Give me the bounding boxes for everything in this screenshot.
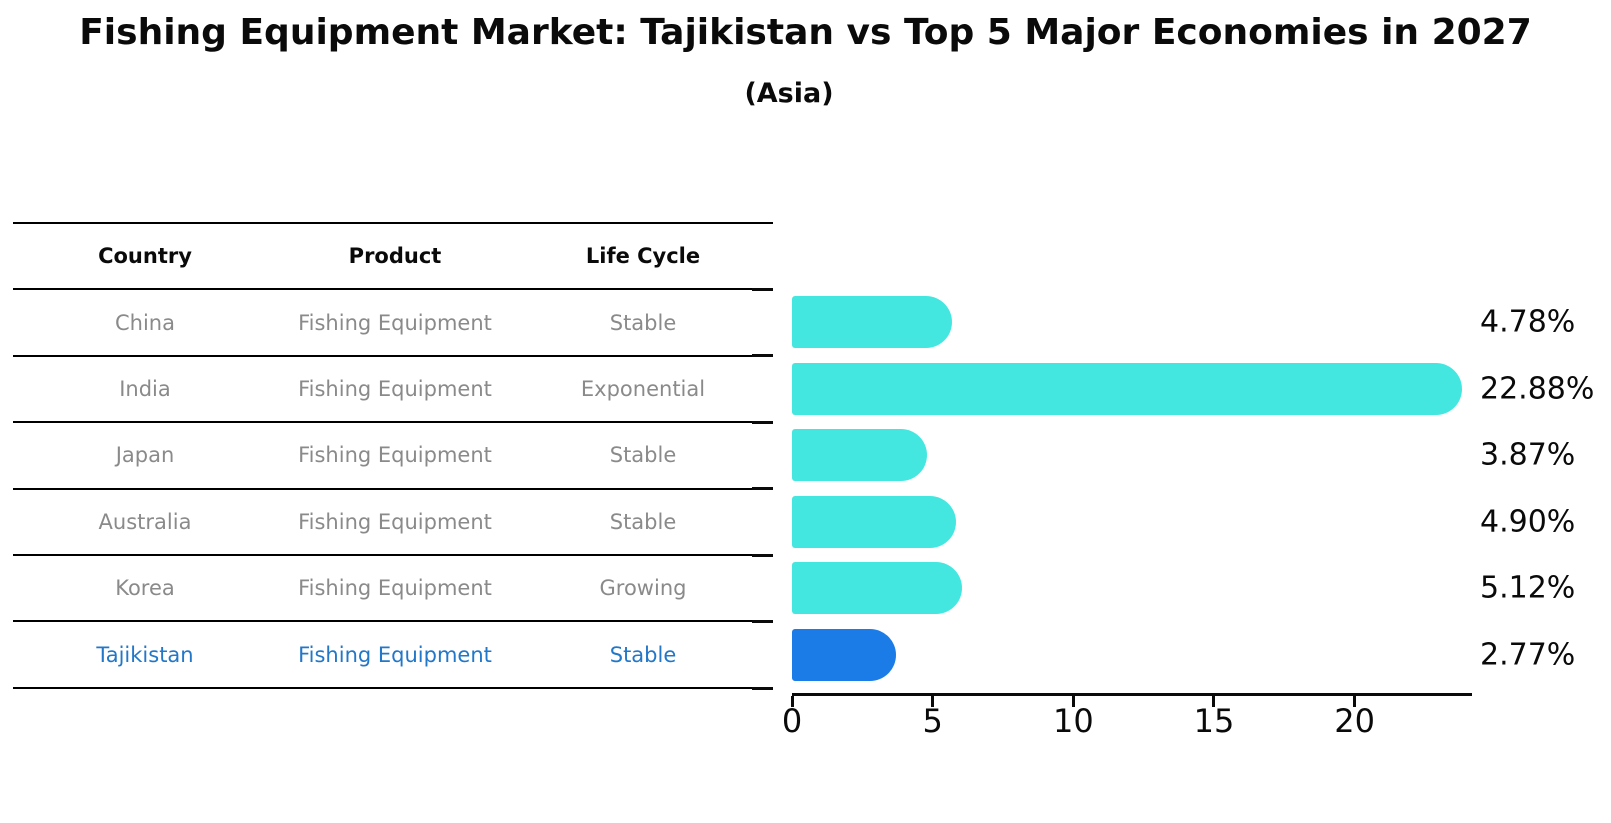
bar-india <box>792 362 1462 415</box>
bar-china <box>792 296 953 349</box>
bar-tajikistan <box>792 628 896 681</box>
value-label-tajikistan: 2.77% <box>1480 637 1576 673</box>
cell-country: India <box>119 376 171 401</box>
cell-product: Fishing Equipment <box>298 310 492 335</box>
horizontal-bar-chart <box>792 289 1470 688</box>
x-tick-label: 5 <box>922 702 943 740</box>
table-header-row: Country Product Life Cycle <box>13 222 773 288</box>
value-label-australia: 4.90% <box>1480 504 1576 540</box>
cell-life-cycle: Exponential <box>580 376 706 401</box>
header-product: Product <box>348 244 442 269</box>
cell-country: Japan <box>115 443 175 468</box>
x-tick-mark <box>1071 696 1075 707</box>
y-boundary-tick <box>752 487 773 490</box>
header-life-cycle: Life Cycle <box>585 244 701 269</box>
header-country: Country <box>98 244 192 269</box>
cell-life-cycle: Stable <box>609 642 677 667</box>
cell-life-cycle: Stable <box>609 509 677 534</box>
chart-subtitle: (Asia) <box>744 78 834 109</box>
value-label-japan: 3.87% <box>1480 437 1576 473</box>
cell-product: Fishing Equipment <box>298 443 492 468</box>
x-tick-mark <box>1212 696 1216 707</box>
cell-product: Fishing Equipment <box>298 576 492 601</box>
cell-life-cycle: Stable <box>609 310 677 335</box>
bar-japan <box>792 429 927 482</box>
y-boundary-tick <box>752 287 773 291</box>
chart-title: Fishing Equipment Market: Tajikistan vs … <box>79 12 1532 53</box>
x-tick-mark <box>790 696 794 707</box>
bar-korea <box>792 562 963 615</box>
y-boundary-tick <box>752 620 773 623</box>
cell-country: Tajikistan <box>96 642 194 667</box>
cell-life-cycle: Stable <box>609 443 677 468</box>
y-boundary-tick <box>752 354 773 357</box>
value-label-china: 4.78% <box>1480 304 1576 340</box>
x-tick-mark <box>1353 696 1357 707</box>
table-row-japan: Japan Fishing Equipment Stable <box>13 421 773 487</box>
table-row-korea: Korea Fishing Equipment Growing <box>13 553 773 620</box>
table-row-china: China Fishing Equipment Stable <box>13 288 773 354</box>
table-row-india: India Fishing Equipment Exponential <box>13 354 773 421</box>
bar-australia <box>792 495 956 548</box>
x-axis-line <box>792 693 1472 696</box>
cell-product: Fishing Equipment <box>298 376 492 401</box>
x-tick-label: 20 <box>1334 702 1375 740</box>
comparison-table: Country Product Life Cycle China Fishing… <box>13 222 773 689</box>
x-tick-label: 0 <box>781 702 803 740</box>
table-row-tajikistan: Tajikistan Fishing Equipment Stable <box>13 620 773 686</box>
x-tick-mark <box>931 696 935 707</box>
x-tick-label: 15 <box>1193 702 1235 740</box>
value-label-india: 22.88% <box>1480 371 1595 407</box>
x-tick-label: 10 <box>1052 702 1094 740</box>
table-row-australia: Australia Fishing Equipment Stable <box>13 487 773 554</box>
cell-country: Korea <box>115 576 175 601</box>
value-label-korea: 5.12% <box>1480 570 1576 606</box>
cell-country: China <box>115 310 175 335</box>
cell-life-cycle: Growing <box>599 576 687 601</box>
cell-product: Fishing Equipment <box>298 642 492 667</box>
y-boundary-tick <box>752 420 773 424</box>
cell-country: Australia <box>98 509 192 534</box>
y-boundary-tick <box>752 686 773 690</box>
cell-product: Fishing Equipment <box>298 509 492 534</box>
y-boundary-tick <box>752 553 773 557</box>
